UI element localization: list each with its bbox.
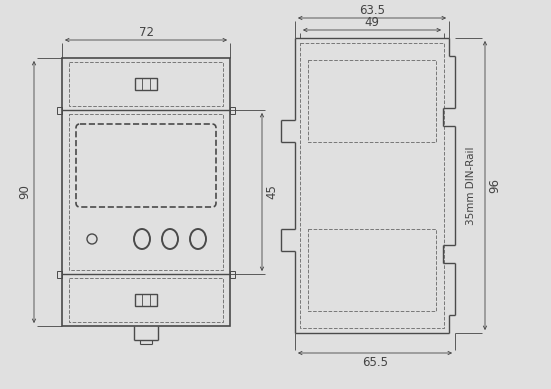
Text: 35mm DIN-Rail: 35mm DIN-Rail	[466, 146, 476, 225]
Text: 72: 72	[138, 26, 154, 39]
Text: 45: 45	[266, 184, 278, 200]
Text: 65.5: 65.5	[362, 356, 388, 368]
Bar	[230, 270, 235, 277]
Bar	[135, 294, 157, 306]
Bar	[62, 58, 230, 326]
Bar	[69, 62, 223, 106]
Bar	[230, 107, 235, 114]
Text: 90: 90	[19, 184, 31, 200]
Bar	[135, 78, 157, 90]
Bar	[300, 43, 444, 328]
Bar	[69, 278, 223, 322]
Text: 63.5: 63.5	[359, 4, 385, 16]
Bar	[57, 270, 62, 277]
Bar	[308, 229, 436, 311]
Bar	[308, 60, 436, 142]
Text: 49: 49	[365, 16, 380, 28]
Bar	[69, 114, 223, 270]
Bar	[57, 107, 62, 114]
Text: 96: 96	[489, 178, 501, 193]
